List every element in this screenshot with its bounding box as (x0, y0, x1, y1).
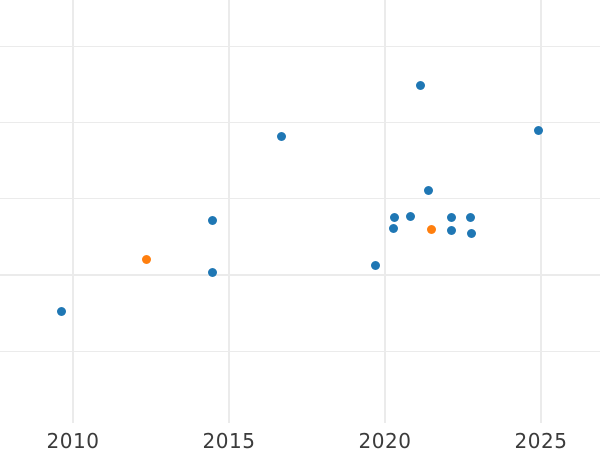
data-point-blue (467, 229, 477, 239)
x-tick-label: 2020 (358, 429, 412, 450)
horizontal-gridline (0, 121, 600, 124)
horizontal-gridline (0, 350, 600, 353)
data-point-blue (534, 125, 544, 135)
data-point-blue (388, 224, 398, 234)
data-point-blue (424, 185, 434, 195)
horizontal-gridline (0, 45, 600, 47)
data-point-blue (208, 268, 218, 278)
horizontal-gridline (0, 198, 600, 200)
x-tick-label: 2010 (46, 429, 100, 450)
data-point-blue (277, 132, 287, 142)
data-point-blue (406, 211, 416, 221)
data-point-blue (208, 215, 218, 225)
data-point-orange (142, 255, 152, 265)
data-point-blue (447, 226, 457, 236)
vertical-gridline (540, 0, 542, 423)
x-tick-label: 2025 (514, 429, 568, 450)
horizontal-gridline (0, 274, 600, 276)
data-point-orange (427, 224, 437, 234)
data-point-blue (370, 261, 380, 271)
data-point-blue (466, 212, 476, 222)
data-point-blue (416, 80, 426, 90)
x-tick-label: 2015 (202, 429, 256, 450)
data-point-blue (447, 212, 457, 222)
vertical-gridline (228, 0, 230, 423)
vertical-gridline (72, 0, 74, 423)
data-point-blue (57, 307, 67, 317)
vertical-gridline (384, 0, 386, 423)
data-point-blue (390, 212, 400, 222)
